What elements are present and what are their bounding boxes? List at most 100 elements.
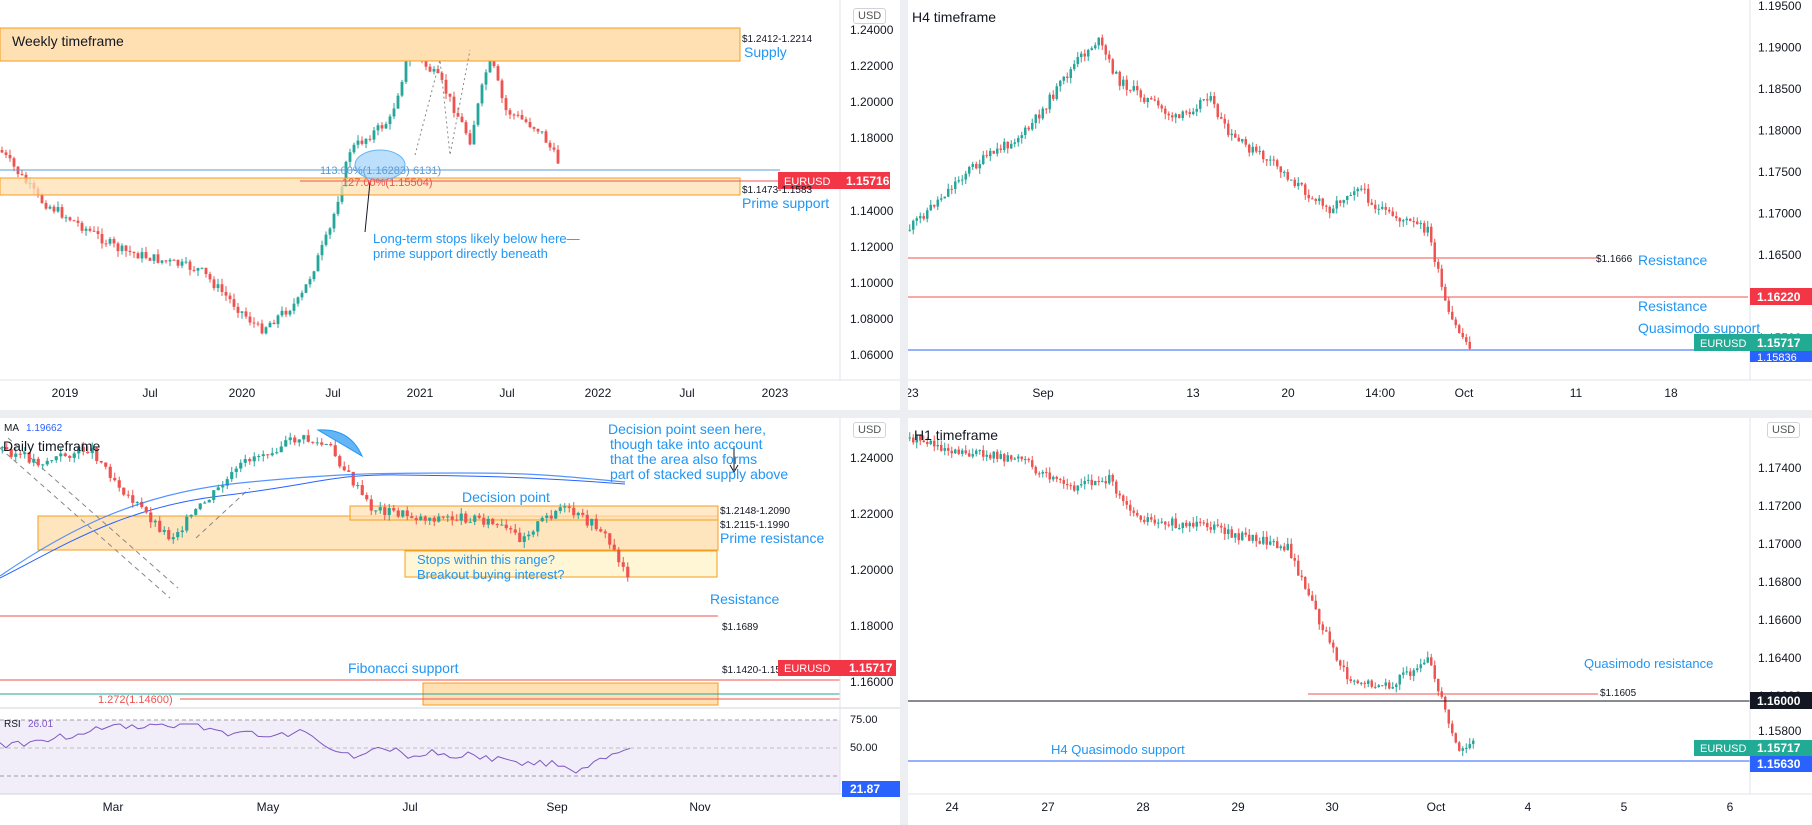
h4-price-tag-value: 1.15717	[1757, 336, 1801, 350]
candle-body	[922, 216, 925, 219]
candle-body	[1255, 146, 1258, 152]
candle-body	[9, 449, 13, 457]
candle-body	[356, 485, 360, 487]
candle-body	[464, 513, 468, 523]
candle-body	[185, 516, 189, 531]
horizontal-divider[interactable]	[0, 410, 1812, 418]
candle-body	[1335, 200, 1338, 209]
candle-body	[410, 516, 414, 519]
candle-body	[950, 450, 953, 454]
candle-body	[491, 518, 495, 525]
candle-body	[940, 445, 943, 451]
candle-body	[1300, 575, 1303, 577]
candle-body	[1073, 64, 1076, 70]
candle-body	[380, 125, 384, 129]
candle-body	[372, 130, 376, 140]
x-tick-label: 14:00	[1365, 386, 1395, 400]
candle-body	[216, 487, 220, 491]
candle-body	[1419, 223, 1422, 225]
candle-body	[192, 269, 196, 271]
h1-candles	[908, 432, 1475, 757]
candle-body	[1146, 97, 1149, 103]
y-tick-label: 1.18000	[1758, 124, 1802, 138]
daily-prime-resistance-zone	[37, 515, 719, 551]
candle-body	[1101, 480, 1104, 482]
candle-body	[1129, 89, 1132, 91]
candle-body	[374, 510, 378, 512]
candle-body	[1034, 466, 1037, 474]
candle-body	[1027, 458, 1030, 461]
candle-body	[536, 128, 540, 132]
candle-body	[180, 530, 184, 533]
candle-body	[989, 454, 992, 459]
candle-body	[45, 460, 49, 465]
candle-body	[1192, 111, 1195, 115]
h1-currency-button[interactable]: USD	[1767, 422, 1801, 438]
candle-body	[144, 507, 148, 513]
candle-body	[347, 470, 351, 472]
candle-body	[617, 549, 621, 563]
candle-body	[1258, 541, 1261, 544]
candle-body	[77, 446, 81, 454]
candle-body	[1038, 114, 1041, 119]
y-tick-label: 1.18000	[850, 619, 894, 633]
candle-body	[1405, 671, 1408, 673]
candle-body	[437, 516, 441, 522]
daily-currency-button[interactable]: USD	[853, 422, 887, 438]
h4-x-ticks: 23 Sep 13 20 14:00 Oct 11 18	[908, 386, 1678, 400]
h1-chart-panel[interactable]: 1.17400 1.17200 1.17000 1.16800 1.16600 1.164…	[908, 418, 1812, 825]
candle-body	[978, 450, 981, 452]
candle-body	[1405, 218, 1408, 221]
candle-body	[364, 138, 368, 144]
h4-chart-panel[interactable]: 1.19500 1.19000 1.18500 1.18000 1.17500 1.170…	[908, 0, 1812, 410]
candle-body	[383, 507, 387, 515]
candle-body	[1066, 483, 1069, 486]
candle-body	[1402, 220, 1405, 222]
candle-body	[513, 529, 517, 533]
candle-body	[1237, 137, 1240, 142]
weekly-chart-panel[interactable]: 1.24000 1.22000 1.20000 1.18000 1.14000 1.120…	[0, 0, 900, 410]
candle-body	[1143, 97, 1146, 103]
candle-body	[929, 440, 932, 445]
weekly-price-tag-symbol: EURUSD	[784, 176, 831, 188]
candle-body	[104, 462, 108, 467]
candle-body	[1426, 657, 1429, 663]
x-tick-label: Jul	[325, 386, 340, 400]
candle-body	[194, 509, 198, 515]
candle-body	[1356, 680, 1359, 684]
candle-body	[168, 259, 172, 262]
weekly-currency-button[interactable]: USD	[853, 8, 887, 24]
x-tick-label: Mar	[103, 800, 124, 814]
candle-body	[1332, 642, 1335, 648]
decision-note-line4: part of stacked supply above	[610, 466, 788, 482]
candle-body	[336, 201, 340, 214]
candle-body	[1146, 517, 1149, 522]
candle-body	[486, 518, 490, 525]
candle-body	[1454, 733, 1457, 743]
candle-body	[248, 316, 252, 323]
candle-body	[1314, 198, 1317, 201]
candle-body	[1220, 525, 1223, 528]
candle-body	[1213, 524, 1216, 530]
candle-body	[60, 207, 64, 218]
weekly-prime-support-label: Prime support	[742, 195, 829, 211]
candle-body	[90, 448, 94, 454]
candle-body	[992, 451, 995, 459]
candle-body	[1262, 536, 1265, 544]
candle-body	[1433, 665, 1436, 679]
stops-note-line2: Breakout buying interest?	[417, 567, 564, 582]
candle-body	[563, 506, 567, 508]
candle-body	[1342, 665, 1345, 668]
candle-body	[284, 310, 288, 315]
candle-body	[333, 445, 337, 457]
daily-chart-panel[interactable]: 1.24000 1.22000 1.20000 1.18000 1.16000 Mar M…	[0, 418, 900, 825]
candle-body	[1342, 200, 1345, 203]
candle-body	[1027, 127, 1030, 130]
candle-body	[1160, 521, 1163, 523]
candle-body	[329, 444, 333, 446]
candle-body	[954, 449, 957, 454]
candle-body	[148, 258, 152, 261]
candle-body	[348, 152, 352, 162]
candle-body	[484, 72, 488, 85]
candle-body	[108, 466, 112, 478]
